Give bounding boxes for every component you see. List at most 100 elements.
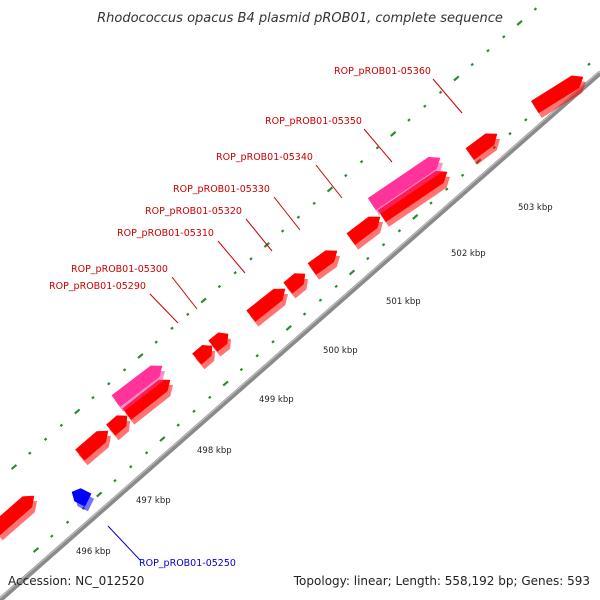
gene-arrow[interactable]: [111, 365, 165, 412]
label-leader-line: [107, 525, 141, 561]
gene-label[interactable]: ROP_pROB01-05330: [173, 184, 270, 195]
tick-dot: [91, 395, 95, 400]
label-leader-line: [363, 128, 393, 163]
tick-dot: [249, 257, 253, 261]
tick-dot: [429, 201, 433, 205]
tick-dot: [32, 547, 40, 553]
tick-dot: [271, 340, 275, 344]
tick-dot: [192, 409, 196, 413]
tick-dot: [186, 312, 190, 317]
upper-tick-track: [10, 7, 538, 470]
tick-dot: [344, 173, 348, 178]
label-leader-line: [273, 196, 301, 231]
tick-dot: [359, 159, 364, 164]
tick-dot: [217, 284, 222, 289]
tick-dot: [508, 131, 512, 136]
tick-dot: [460, 173, 465, 178]
scale-label: 499 kbp: [259, 395, 294, 405]
tick-dot: [65, 520, 70, 524]
tick-dot: [113, 478, 117, 483]
gene-label[interactable]: ROP_pROB01-05300: [71, 264, 168, 275]
tick-dot: [176, 423, 180, 427]
tick-dot: [222, 380, 229, 387]
gene-label[interactable]: ROP_pROB01-05290: [49, 281, 146, 292]
tick-dot: [533, 7, 538, 11]
gene-arrow[interactable]: [246, 288, 288, 327]
tick-dot: [375, 146, 380, 150]
tick-dot: [233, 271, 237, 275]
gene-arrow[interactable]: [192, 345, 215, 370]
gene-label[interactable]: ROP_pROB01-05360: [334, 66, 431, 77]
gene-arrow[interactable]: [71, 488, 95, 512]
tick-dot: [326, 186, 334, 193]
label-leader-line: [171, 276, 198, 310]
scale-labels: 496 kbp 497 kbp 498 kbp 499 kbp 500 kbp 501 k…: [76, 203, 553, 557]
gene-arrow[interactable]: [106, 415, 130, 441]
tick-dot: [208, 395, 212, 400]
tick-dot: [296, 215, 301, 219]
tick-dot: [407, 118, 411, 122]
tick-dot: [334, 284, 338, 289]
gene-labels: ROP_pROB01-05250 ROP_pROB01-05290 ROP_pROB…: [49, 66, 431, 569]
scale-label: 503 kbp: [518, 203, 553, 213]
scale-label: 497 kbp: [136, 496, 171, 506]
scale-label: 498 kbp: [197, 446, 232, 456]
map-title: Rhodococcus opacus B4 plasmid pROB01, co…: [97, 11, 503, 26]
gene-label[interactable]: ROP_pROB01-05340: [216, 152, 313, 163]
tick-dot: [129, 465, 133, 469]
gene-arrow[interactable]: [465, 133, 500, 165]
scale-label: 496 kbp: [76, 547, 111, 557]
label-leaders: [107, 78, 463, 561]
tick-dot: [423, 104, 427, 108]
tick-dot: [10, 464, 18, 470]
tick-dot: [397, 229, 402, 233]
tick-dot: [96, 491, 103, 498]
gene-label[interactable]: ROP_pROB01-05320: [145, 206, 242, 217]
tick-dot: [170, 326, 174, 330]
gene-arrow[interactable]: [283, 273, 308, 299]
gene-arrow[interactable]: [307, 250, 340, 280]
tick-dot: [74, 408, 81, 415]
tick-dot: [28, 451, 32, 455]
gene-arrow[interactable]: [530, 75, 586, 118]
tick-dot: [524, 118, 528, 122]
tick-dot: [200, 297, 207, 304]
tick-dot: [239, 367, 244, 372]
tick-dot: [412, 213, 419, 220]
gene-label[interactable]: ROP_pROB01-05250: [139, 558, 236, 569]
tick-dot: [255, 354, 259, 358]
tick-dot: [438, 90, 443, 95]
accession-text: Accession: NC_012520: [8, 574, 144, 588]
label-leader-line: [315, 164, 343, 199]
gene-arrow[interactable]: [208, 332, 231, 357]
label-leader-line: [432, 78, 463, 114]
tick-dot: [318, 298, 323, 302]
tick-dot: [59, 423, 64, 428]
tick-dot: [470, 62, 474, 67]
tick-dot: [280, 229, 285, 233]
label-leader-line: [217, 240, 246, 274]
gene-label[interactable]: ROP_pROB01-05310: [117, 228, 214, 239]
tick-dot: [445, 187, 449, 191]
tick-dot: [302, 312, 307, 316]
tick-dot: [43, 437, 48, 441]
gene-arrow[interactable]: [367, 156, 443, 215]
backbone: [0, 70, 600, 600]
gene-arrow[interactable]: [75, 430, 111, 466]
tick-dot: [453, 75, 460, 82]
tick-dot: [154, 340, 158, 344]
tick-dot: [390, 130, 397, 137]
tick-dot: [107, 382, 111, 386]
tick-dot: [137, 353, 144, 359]
tick-dot: [348, 269, 356, 276]
tick-dot: [366, 256, 370, 261]
tick-dot: [50, 534, 54, 538]
tick-dot: [502, 35, 506, 39]
tick-dot: [486, 48, 490, 53]
gene-label[interactable]: ROP_pROB01-05350: [265, 116, 362, 127]
gene-arrow[interactable]: [346, 216, 383, 250]
summary-text: Topology: linear; Length: 558,192 bp; Ge…: [293, 574, 590, 588]
gene-arrow[interactable]: [0, 495, 37, 541]
scale-label: 501 kbp: [386, 297, 421, 307]
